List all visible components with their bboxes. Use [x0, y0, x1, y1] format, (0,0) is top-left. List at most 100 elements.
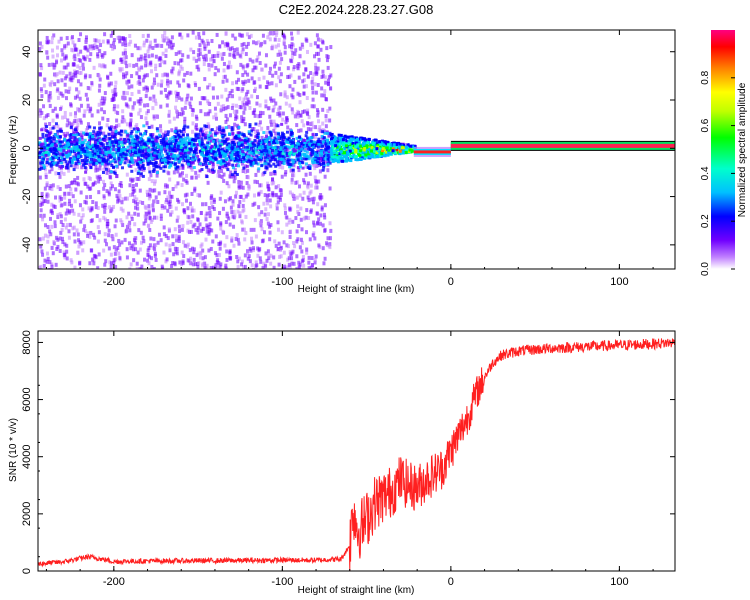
heatmap-cell — [304, 37, 308, 42]
heatmap-cell — [119, 151, 123, 155]
heatmap-cell — [206, 134, 210, 138]
heatmap-cell — [191, 155, 195, 159]
heatmap-cell — [136, 57, 140, 62]
heatmap-cell — [221, 40, 225, 45]
heatmap-cell — [94, 165, 98, 170]
heatmap-cell — [180, 35, 184, 40]
heatmap-cell — [206, 85, 210, 90]
heatmap-cell — [313, 160, 317, 164]
heatmap-cell — [286, 244, 290, 249]
heatmap-cell — [135, 201, 139, 206]
heatmap-cell — [220, 139, 224, 143]
heatmap-cell — [225, 145, 229, 149]
heatmap-cell — [220, 104, 224, 109]
heatmap-cell — [217, 260, 221, 265]
heatmap-cell — [42, 146, 46, 150]
heatmap-cell — [198, 43, 202, 48]
heatmap-cell — [245, 64, 249, 69]
heatmap-cell — [281, 142, 285, 146]
heatmap-cell — [220, 127, 224, 132]
heatmap-cell — [245, 44, 249, 49]
heatmap-cell — [148, 215, 152, 220]
heatmap-cell — [44, 154, 48, 158]
heatmap-cell — [150, 264, 154, 269]
heatmap-cell — [79, 103, 83, 108]
heatmap-cell — [158, 155, 162, 159]
heatmap-cell — [200, 130, 204, 134]
heatmap-cell — [218, 144, 222, 148]
heatmap-cell — [253, 113, 257, 118]
heatmap-cell — [298, 184, 302, 189]
heatmap-cell — [112, 204, 116, 209]
heatmap-cell — [290, 44, 294, 49]
heatmap-cell — [64, 146, 68, 150]
heatmap-cell — [40, 110, 44, 115]
heatmap-cell — [111, 235, 115, 240]
heatmap-cell — [315, 150, 319, 154]
heatmap-cell — [266, 183, 270, 188]
heatmap-cell — [76, 155, 80, 159]
heatmap-cell — [65, 36, 69, 41]
heatmap-cell — [38, 155, 42, 159]
heatmap-cell — [83, 75, 87, 80]
heatmap-cell — [38, 108, 42, 113]
heatmap-cell — [287, 152, 291, 156]
heatmap-cell — [159, 104, 163, 109]
heatmap-cell — [309, 183, 313, 188]
heatmap-cell — [159, 139, 163, 143]
heatmap-cell — [54, 73, 58, 78]
heatmap-cell — [255, 180, 259, 185]
heatmap-cell — [121, 72, 125, 77]
heatmap-cell — [251, 68, 255, 73]
heatmap-cell — [153, 157, 157, 161]
heatmap-cell — [278, 161, 282, 166]
heatmap-cell — [326, 65, 330, 70]
heatmap-cell — [176, 169, 180, 174]
heatmap-cell — [198, 193, 202, 198]
heatmap-cell — [240, 143, 244, 147]
heatmap-cell — [95, 161, 99, 165]
heatmap-cell — [79, 190, 83, 195]
heatmap-cell — [98, 174, 102, 179]
heatmap-cell — [112, 104, 116, 109]
heatmap-cell — [173, 61, 177, 66]
heatmap-cell — [227, 162, 231, 166]
heatmap-cell — [166, 80, 170, 85]
heatmap-cell — [209, 157, 213, 161]
heatmap-cell — [58, 165, 62, 169]
heatmap-cell — [131, 106, 135, 111]
heatmap-cell — [306, 166, 310, 170]
heatmap-cell — [148, 140, 152, 144]
heatmap-cell — [78, 96, 82, 101]
heatmap-cell — [154, 63, 158, 68]
heatmap-cell — [148, 187, 152, 192]
heatmap-cell — [307, 255, 311, 260]
heatmap-cell — [251, 127, 255, 132]
heatmap-cell — [273, 61, 277, 66]
heatmap-cell — [171, 139, 175, 143]
heatmap-cell — [98, 218, 102, 223]
heatmap-cell — [253, 138, 257, 142]
heatmap-cell — [179, 151, 183, 155]
heatmap-cell — [69, 187, 73, 192]
heatmap-cell — [164, 53, 168, 58]
heatmap-cell — [216, 216, 220, 221]
heatmap-cell — [146, 258, 150, 263]
heatmap-cell — [282, 250, 286, 255]
heatmap-cell — [236, 264, 240, 269]
heatmap-cell — [288, 217, 292, 222]
heatmap-cell — [252, 193, 256, 198]
heatmap-cell — [125, 122, 129, 127]
heatmap-cell — [213, 139, 217, 143]
heatmap-cell — [311, 145, 315, 149]
heatmap-cell — [88, 156, 92, 160]
heatmap-cell — [242, 134, 246, 138]
heatmap-cell — [106, 219, 110, 224]
heatmap-cell — [40, 44, 44, 49]
heatmap-cell — [207, 231, 211, 236]
heatmap-cell — [257, 77, 261, 82]
heatmap-cell — [67, 184, 71, 189]
heatmap-cell — [38, 175, 42, 180]
heatmap-cell — [216, 95, 220, 100]
heatmap-cell — [141, 152, 145, 156]
